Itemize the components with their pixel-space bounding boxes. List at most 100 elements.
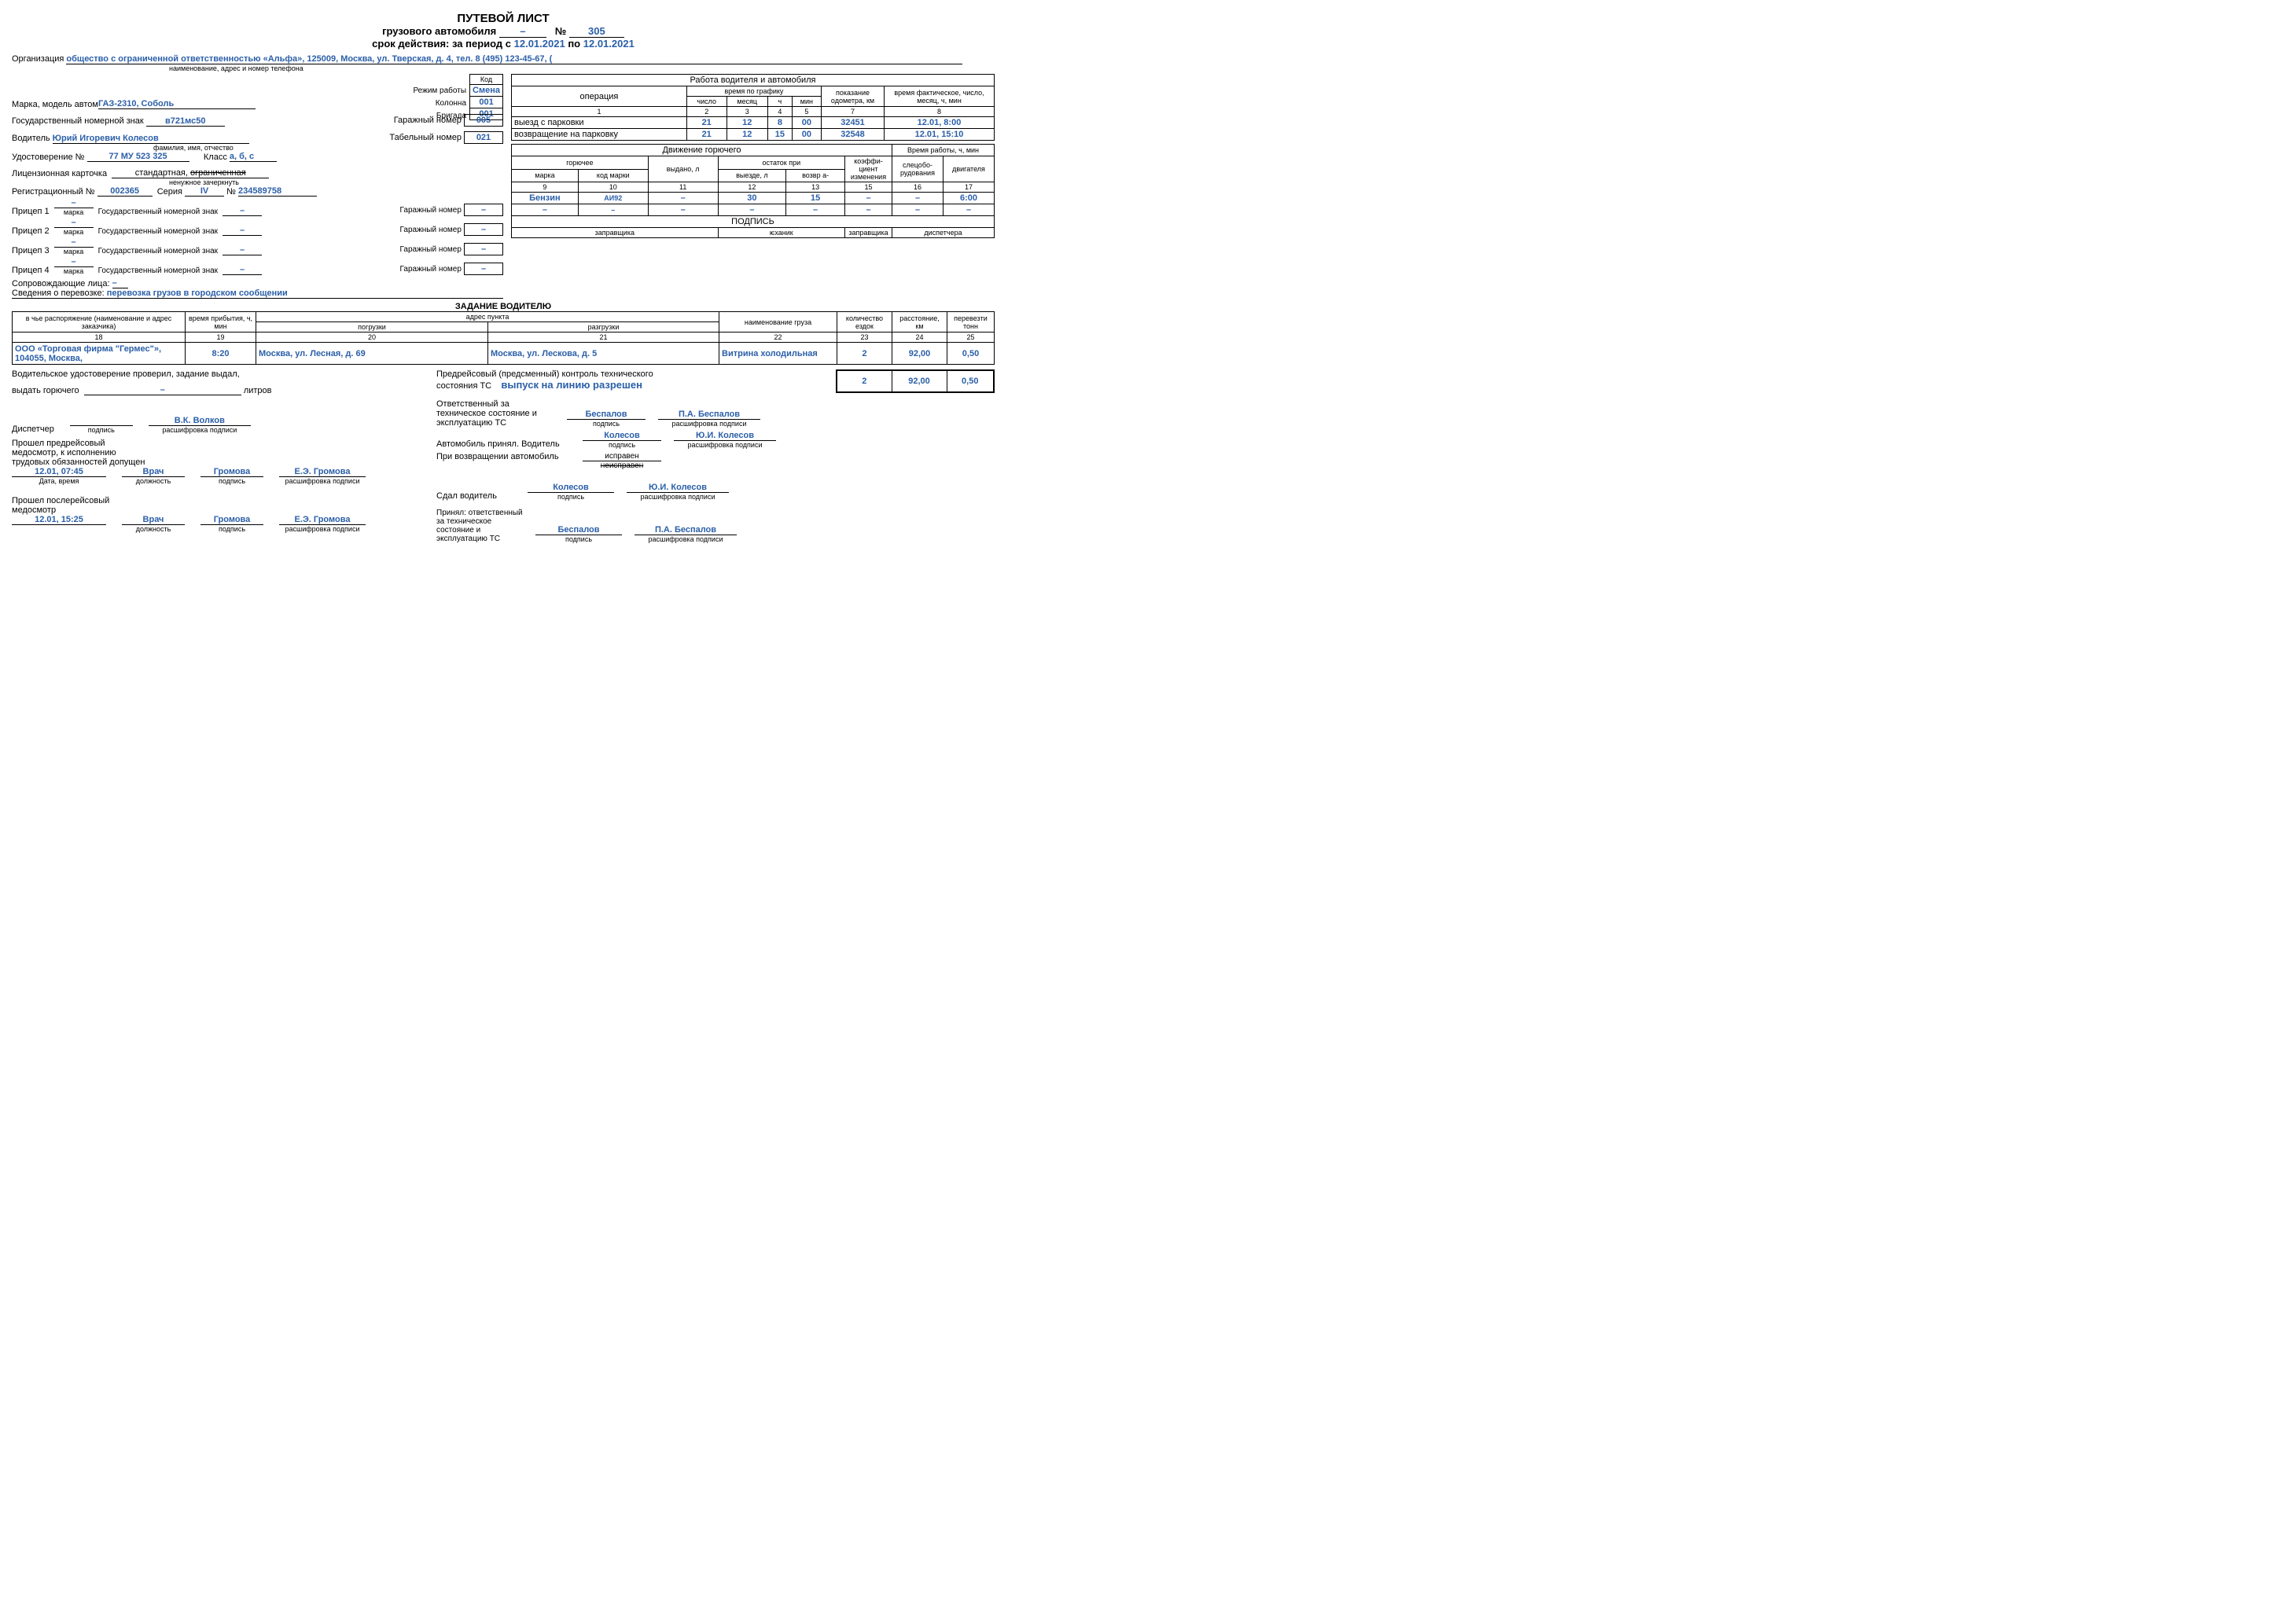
f-marka: Бензин: [512, 193, 579, 204]
trailer-plate: –: [223, 245, 262, 255]
dw-op: операция: [512, 86, 687, 107]
fuel-h-fuel: горючее: [512, 156, 649, 170]
trailer-garage: –: [464, 243, 503, 255]
dw-min: 00: [792, 117, 821, 129]
class-label: Класс: [204, 152, 227, 162]
fuel-kod: код марки: [578, 169, 648, 182]
org-value: общество с ограниченной ответственностью…: [66, 54, 962, 64]
date-time-1: Дата, время: [12, 477, 106, 485]
kolonna: 001: [470, 97, 503, 108]
sig-title: ПОДПИСЬ: [512, 216, 995, 228]
time-title: Время работы, ч, мин: [892, 145, 995, 156]
car-accept: Автомобиль принял. Водитель: [436, 439, 570, 449]
marka-sub: марка: [54, 228, 94, 236]
podpis-r4: подпись: [535, 535, 622, 543]
posttrip-time: 12.01, 15:25: [12, 515, 106, 525]
gromova-full-1: Е.Э. Громова: [279, 467, 366, 477]
num-label: №: [555, 25, 567, 37]
driver-sub: фамилия, имя, отчество: [153, 144, 503, 152]
trailer-plate-label: Государственный номерной знак: [98, 266, 218, 275]
date-to: 12.01.2021: [583, 38, 635, 50]
driver-work-table: Работа водителя и автомобиля операция вр…: [511, 74, 995, 141]
fuel-table: Движение горючего Время работы, ч, мин г…: [511, 144, 995, 238]
tot-rides: 2: [837, 370, 892, 392]
task-load: Москва, ул. Лесная, д. 69: [256, 343, 488, 365]
litrov: литров: [244, 386, 272, 395]
trailer-garage-label: Гаражный номер: [400, 206, 462, 215]
neispr: неисправен: [583, 461, 661, 470]
fuel-ostatok: остаток при: [718, 156, 844, 170]
kolesov-full-1: Ю.И. Колесов: [674, 431, 776, 441]
dw-ch: ч: [767, 97, 792, 107]
colnum: 2: [686, 107, 726, 117]
sdal: Сдал водитель: [436, 491, 515, 501]
fuel-vydano: выдано, л: [648, 156, 718, 182]
colnum: 22: [719, 333, 837, 343]
task-title: ЗАДАНИЕ ВОДИТЕЛЮ: [12, 302, 995, 311]
reg-label: Регистрационный №: [12, 187, 95, 197]
trailer-garage: –: [464, 223, 503, 236]
tot-dist: 92,00: [892, 370, 947, 392]
number: 305: [569, 25, 624, 38]
trailer-row: Прицеп 4 – марка Государственный номерно…: [12, 257, 503, 275]
task-tons: 0,50: [947, 343, 995, 365]
driver-name: Юрий Игоревич Колесов: [53, 134, 249, 144]
bottom-right: Предрейсовый (предсменный) контроль техн…: [436, 369, 995, 543]
dw-m: 12: [726, 129, 767, 141]
fuel-give: –: [84, 385, 241, 395]
fuel-vozvr: возвр а-: [786, 169, 845, 182]
dw-d: 21: [686, 129, 726, 141]
trailer-marka: –: [54, 257, 94, 267]
f-spec: –: [892, 193, 944, 204]
podpis-r1: подпись: [567, 420, 646, 428]
date-from: 12.01.2021: [514, 38, 565, 50]
date-time-2: [12, 525, 106, 533]
trailer-garage: –: [464, 204, 503, 216]
colnum: 13: [786, 182, 845, 193]
fuel-dvig: двигателя: [944, 156, 995, 182]
allowed: выпуск на линию разрешен: [501, 379, 642, 391]
driver-label: Водитель: [12, 134, 50, 143]
t-cargo: наименование груза: [719, 312, 837, 333]
trailer-label: Прицеп 4: [12, 266, 50, 275]
gromova-2: Громова: [200, 515, 263, 525]
trailer-marka: –: [54, 198, 94, 208]
license-sub: ненужное зачеркнуть: [169, 178, 503, 186]
resp-tech: Ответственный за техническое состояние и…: [436, 399, 554, 428]
lic-num: 234589758: [238, 186, 317, 197]
tabel: 021: [464, 131, 503, 144]
task-table: в чье распоряжение (наименование и адрес…: [12, 311, 995, 365]
dolzh-1: должность: [122, 477, 185, 485]
f-koef: –: [845, 193, 892, 204]
dispatcher-label: Диспетчер: [12, 424, 54, 434]
gromova-1: Громова: [200, 467, 263, 477]
dw-min: мин: [792, 97, 821, 107]
kolesov-full-2: Ю.И. Колесов: [627, 483, 729, 493]
marka-sub: марка: [54, 267, 94, 275]
work-mode: Смена: [470, 85, 503, 97]
podpis-2: подпись: [200, 477, 263, 485]
f-spec: –: [892, 204, 944, 216]
validity-row: срок действия: за период с 12.01.2021 по…: [12, 38, 995, 50]
marka-sub: марка: [54, 248, 94, 255]
lic-num-label: №: [226, 187, 236, 197]
rasshif-1: расшифровка подписи: [149, 426, 251, 434]
colnum: 7: [822, 107, 885, 117]
bottom-left: Водительское удостоверение проверил, зад…: [12, 369, 421, 543]
left-column: Режим работы Колонна Бригада Код Смена 0…: [12, 74, 503, 299]
dw-odo: 32451: [822, 117, 885, 129]
transport-label: Сведения о перевозке:: [12, 288, 105, 298]
trailer-garage-label: Гаражный номер: [400, 226, 462, 234]
rasshif-r2: расшифровка подписи: [674, 441, 776, 449]
task-rides: 2: [837, 343, 892, 365]
trailer-plate: –: [223, 265, 262, 275]
f-dvig: 6:00: [944, 193, 995, 204]
make: ГАЗ-2310, Соболь: [98, 99, 256, 109]
colnum: 20: [256, 333, 488, 343]
colnum: 18: [13, 333, 186, 343]
dolzh-2: должность: [122, 525, 185, 533]
tabel-label: Табельный номер: [389, 133, 462, 142]
t-whose: в чье распоряжение (наименование и адрес…: [13, 312, 186, 333]
f-vozvr: 15: [786, 193, 845, 204]
tot-tons: 0,50: [947, 370, 994, 392]
